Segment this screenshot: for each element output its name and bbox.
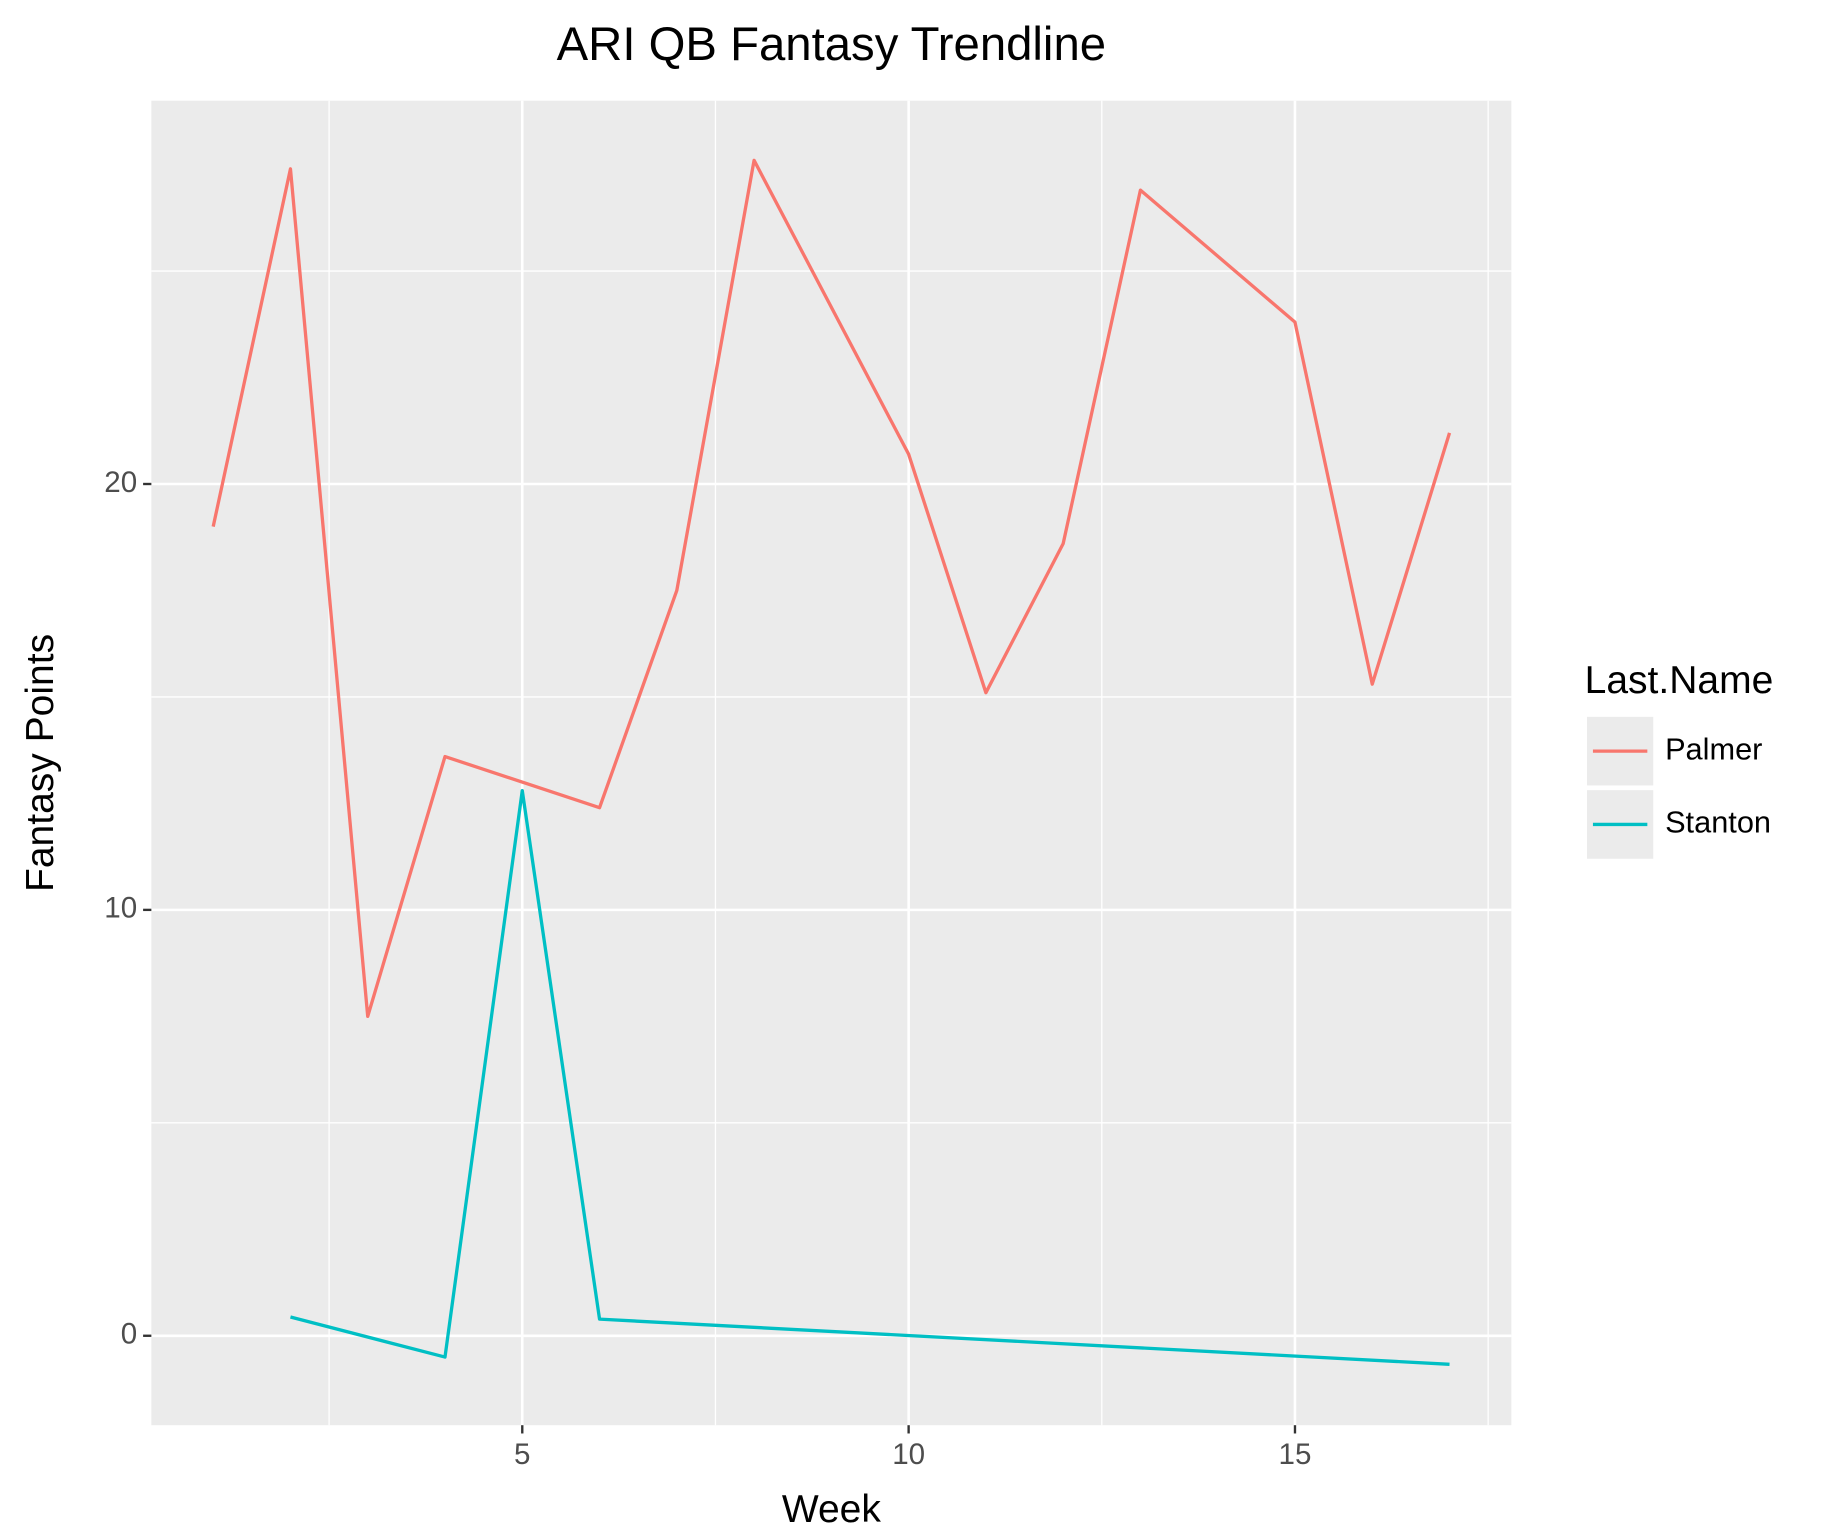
panel-background bbox=[151, 100, 1512, 1426]
chart-title: ARI QB Fantasy Trendline bbox=[557, 18, 1106, 71]
y-axis-title: Fantasy Points bbox=[19, 634, 62, 892]
x-tick-label: 15 bbox=[1279, 1438, 1312, 1471]
legend-label: Palmer bbox=[1665, 731, 1762, 766]
series-line bbox=[211, 158, 1452, 1019]
x-axis-title: Week bbox=[782, 1488, 882, 1531]
x-tick-label: 5 bbox=[514, 1438, 530, 1471]
legend-title: Last.Name bbox=[1585, 659, 1774, 702]
series-line bbox=[290, 788, 1450, 1366]
legend-label: Stanton bbox=[1665, 805, 1771, 840]
x-tick-label: 10 bbox=[892, 1438, 925, 1471]
y-tick-label: 0 bbox=[121, 1318, 137, 1351]
y-tick-label: 20 bbox=[104, 466, 137, 499]
y-tick-label: 10 bbox=[104, 892, 137, 925]
plot-panel bbox=[151, 100, 1512, 1426]
